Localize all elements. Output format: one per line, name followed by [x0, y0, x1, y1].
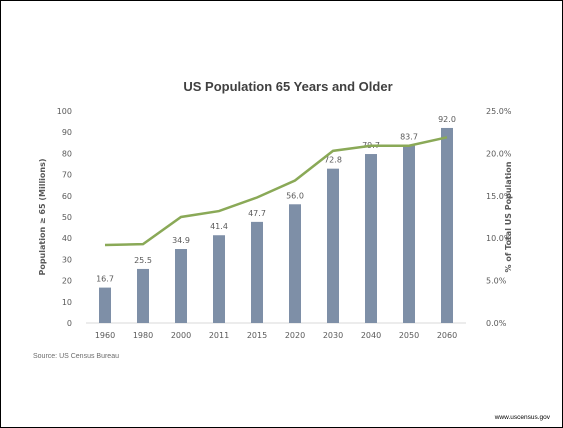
bar [213, 235, 225, 323]
percent-line-series [104, 136, 448, 247]
bar-data-label: 72.8 [324, 156, 342, 165]
bar [251, 221, 263, 323]
y-tick-label: 50 [62, 213, 72, 222]
y-tick-label: 60 [62, 192, 72, 201]
y2-axis-ticks: 0.0% 5.0% 10.0% 15.0% 20.0% 25.0% [486, 107, 512, 328]
x-tick-label: 2000 [171, 331, 191, 340]
y-axis-label: Population ≥ 65 (Millions) [38, 158, 47, 275]
x-tick-label: 2020 [285, 331, 305, 340]
bar [175, 249, 187, 323]
y-tick-label: 40 [62, 234, 72, 243]
y-tick-label: 100 [57, 107, 72, 116]
y2-tick-label: 25.0% [486, 107, 512, 116]
bar [441, 127, 453, 324]
y-tick-label: 20 [62, 277, 72, 286]
y2-tick-label: 5.0% [486, 277, 507, 286]
y-tick-label: 90 [62, 128, 72, 137]
y2-tick-label: 10.0% [486, 234, 512, 243]
x-tick-label: 2040 [361, 331, 381, 340]
bar-data-label: 56.0 [286, 191, 304, 200]
bar-data-label: 34.9 [172, 236, 190, 245]
bar [403, 145, 415, 323]
bar-data-label: 47.7 [248, 209, 266, 218]
bar-data-labels: 16.725.534.941.447.756.072.879.783.792.0 [96, 115, 456, 284]
x-tick-label: 2050 [399, 331, 419, 340]
y-tick-label: 30 [62, 255, 72, 264]
x-tick-label: 1960 [95, 331, 115, 340]
bar [137, 268, 149, 323]
chart-svg: US Population 65 Years and Older 0102030… [38, 79, 513, 340]
bar-data-label: 16.7 [96, 275, 114, 284]
bar [365, 154, 377, 323]
y-tick-label: 0 [67, 319, 72, 328]
bar-data-label: 92.0 [438, 115, 456, 124]
y2-axis-label: % of Total US Population [504, 161, 513, 272]
x-axis-ticks: 1960 1980 2000 2011 2015 2020 2030 2040 2050 2060 [95, 331, 457, 340]
bar [99, 287, 111, 323]
bar-data-label: 41.4 [210, 222, 228, 231]
y-tick-label: 80 [62, 149, 72, 158]
y2-tick-label: 15.0% [486, 192, 512, 201]
chart-container: US Population 65 Years and Older 0 10 20 30… [29, 59, 547, 371]
bar-data-label: 83.7 [400, 133, 418, 142]
y2-tick-label: 20.0% [486, 149, 512, 158]
chart-title: US Population 65 Years and Older [183, 79, 392, 94]
y-tick-label: 10 [62, 298, 72, 307]
bar [327, 168, 339, 323]
x-tick-label: 2011 [209, 331, 229, 340]
source-note: Source: US Census Bureau [33, 353, 119, 360]
y-tick-label: 70 [62, 171, 72, 180]
y2-tick-label: 0.0% [486, 319, 507, 328]
x-tick-label: 1980 [133, 331, 153, 340]
x-tick-label: 2030 [323, 331, 343, 340]
x-tick-label: 2015 [247, 331, 267, 340]
footer-url: www.uscensus.gov [494, 414, 550, 421]
bar [289, 204, 301, 323]
bar-series [99, 127, 453, 324]
bar-data-label: 25.5 [134, 256, 152, 265]
x-tick-label: 2060 [437, 331, 457, 340]
y-axis-ticks: 0 10 20 30 40 50 60 70 80 90 100 [57, 107, 72, 328]
